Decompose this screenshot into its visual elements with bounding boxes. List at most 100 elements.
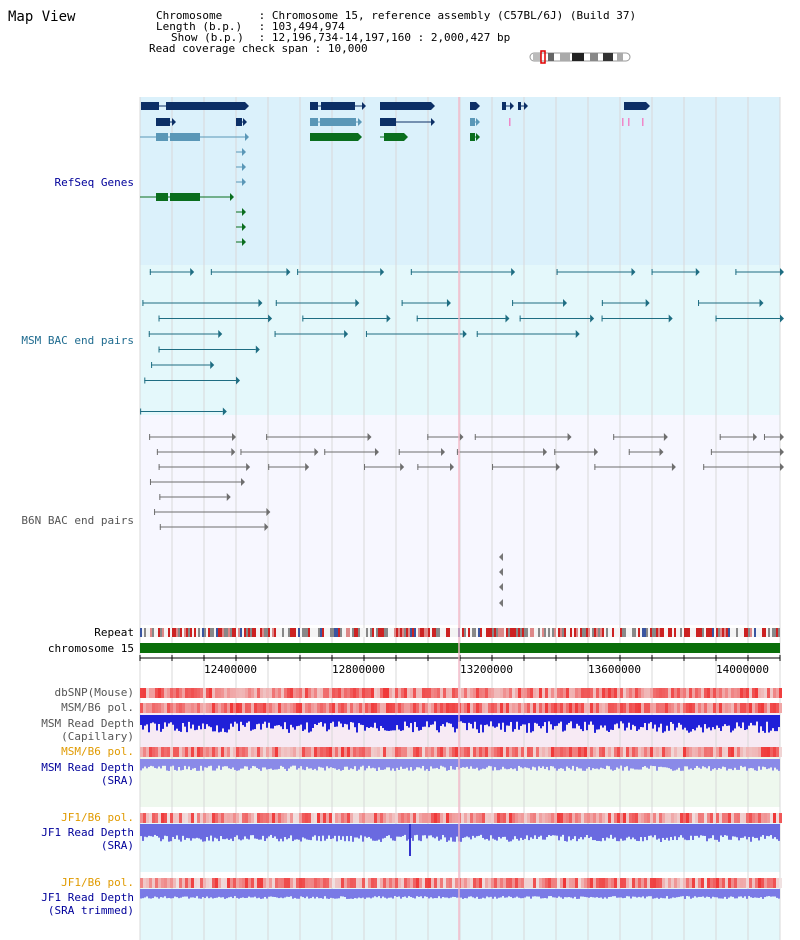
repeat-feature[interactable] xyxy=(576,628,578,637)
heat-feature[interactable] xyxy=(662,688,665,698)
depth-feature[interactable] xyxy=(170,759,172,767)
heat-feature[interactable] xyxy=(560,688,563,698)
depth-feature[interactable] xyxy=(234,889,236,897)
heat-feature[interactable] xyxy=(710,813,713,823)
depth-feature[interactable] xyxy=(178,889,180,899)
depth-feature[interactable] xyxy=(454,824,456,842)
repeat-feature[interactable] xyxy=(610,628,612,637)
depth-feature[interactable] xyxy=(444,715,446,727)
depth-feature[interactable] xyxy=(500,824,502,839)
depth-feature[interactable] xyxy=(676,715,678,728)
depth-feature[interactable] xyxy=(232,759,234,768)
heat-feature[interactable] xyxy=(344,878,347,888)
repeat-feature[interactable] xyxy=(572,628,574,637)
heat-feature[interactable] xyxy=(224,688,227,698)
depth-feature[interactable] xyxy=(698,824,700,838)
repeat-feature[interactable] xyxy=(410,628,412,637)
heat-feature[interactable] xyxy=(224,878,227,888)
heat-feature[interactable] xyxy=(305,878,308,888)
depth-feature[interactable] xyxy=(274,889,276,898)
depth-feature[interactable] xyxy=(642,759,644,767)
heat-feature[interactable] xyxy=(329,688,332,698)
heat-feature[interactable] xyxy=(236,688,239,698)
heat-feature[interactable] xyxy=(668,878,671,888)
heat-feature[interactable] xyxy=(626,813,629,823)
heat-feature[interactable] xyxy=(557,747,560,757)
gene-feature[interactable] xyxy=(622,118,624,126)
heat-feature[interactable] xyxy=(437,878,440,888)
depth-feature[interactable] xyxy=(590,824,592,837)
depth-feature[interactable] xyxy=(486,759,488,768)
gene-arrow-feature[interactable] xyxy=(510,102,514,110)
depth-feature[interactable] xyxy=(708,715,710,728)
depth-feature[interactable] xyxy=(430,759,432,767)
heat-feature[interactable] xyxy=(512,688,515,698)
heat-feature[interactable] xyxy=(458,878,461,888)
depth-feature[interactable] xyxy=(436,715,438,731)
heat-feature[interactable] xyxy=(452,688,455,698)
heat-feature[interactable] xyxy=(272,688,275,698)
gene-arrow-feature[interactable] xyxy=(431,118,435,126)
depth-feature[interactable] xyxy=(536,889,538,897)
depth-feature[interactable] xyxy=(564,715,566,731)
depth-feature[interactable] xyxy=(412,824,414,841)
heat-feature[interactable] xyxy=(464,688,467,698)
depth-feature[interactable] xyxy=(406,824,408,841)
heat-feature[interactable] xyxy=(476,878,479,888)
heat-feature[interactable] xyxy=(500,813,503,823)
heat-feature[interactable] xyxy=(530,688,533,698)
depth-feature[interactable] xyxy=(154,759,156,768)
heat-feature[interactable] xyxy=(407,813,410,823)
depth-feature[interactable] xyxy=(560,759,562,769)
heat-feature[interactable] xyxy=(308,878,311,888)
repeat-feature[interactable] xyxy=(350,628,352,637)
depth-feature[interactable] xyxy=(536,715,538,724)
heat-feature[interactable] xyxy=(191,813,194,823)
heat-feature[interactable] xyxy=(302,703,305,713)
heat-feature[interactable] xyxy=(335,688,338,698)
repeat-feature[interactable] xyxy=(580,628,582,637)
heat-feature[interactable] xyxy=(560,813,563,823)
depth-feature[interactable] xyxy=(724,715,726,725)
bac-feature[interactable] xyxy=(400,463,405,471)
depth-feature[interactable] xyxy=(568,759,570,769)
heat-feature[interactable] xyxy=(287,703,290,713)
bac-feature[interactable] xyxy=(492,464,494,470)
depth-feature[interactable] xyxy=(530,889,532,899)
heat-feature[interactable] xyxy=(455,703,458,713)
depth-feature[interactable] xyxy=(320,759,322,768)
gene-arrow-feature[interactable] xyxy=(476,118,480,126)
heat-feature[interactable] xyxy=(605,703,608,713)
repeat-feature[interactable] xyxy=(174,628,176,637)
depth-feature[interactable] xyxy=(452,889,454,897)
bac-feature[interactable] xyxy=(149,479,151,485)
depth-feature[interactable] xyxy=(734,715,736,729)
depth-feature[interactable] xyxy=(594,715,596,733)
depth-feature[interactable] xyxy=(576,824,578,842)
depth-feature[interactable] xyxy=(642,889,644,897)
depth-feature[interactable] xyxy=(290,889,292,897)
depth-feature[interactable] xyxy=(424,824,426,836)
depth-feature[interactable] xyxy=(594,759,596,769)
repeat-feature[interactable] xyxy=(320,628,322,637)
heat-feature[interactable] xyxy=(281,688,284,698)
heat-feature[interactable] xyxy=(335,878,338,888)
heat-feature[interactable] xyxy=(287,688,290,698)
heat-feature[interactable] xyxy=(584,703,587,713)
heat-feature[interactable] xyxy=(404,747,407,757)
heat-feature[interactable] xyxy=(233,703,236,713)
depth-feature[interactable] xyxy=(630,759,632,769)
depth-feature[interactable] xyxy=(766,889,768,897)
depth-feature[interactable] xyxy=(528,715,530,724)
depth-feature[interactable] xyxy=(534,759,536,768)
depth-feature[interactable] xyxy=(496,715,498,727)
depth-feature[interactable] xyxy=(424,759,426,771)
heat-feature[interactable] xyxy=(251,688,254,698)
heat-feature[interactable] xyxy=(623,878,626,888)
depth-feature[interactable] xyxy=(524,824,526,839)
repeat-feature[interactable] xyxy=(234,628,236,637)
repeat-feature[interactable] xyxy=(670,628,672,637)
depth-feature[interactable] xyxy=(774,759,776,768)
depth-feature[interactable] xyxy=(488,824,490,841)
heat-feature[interactable] xyxy=(665,747,668,757)
